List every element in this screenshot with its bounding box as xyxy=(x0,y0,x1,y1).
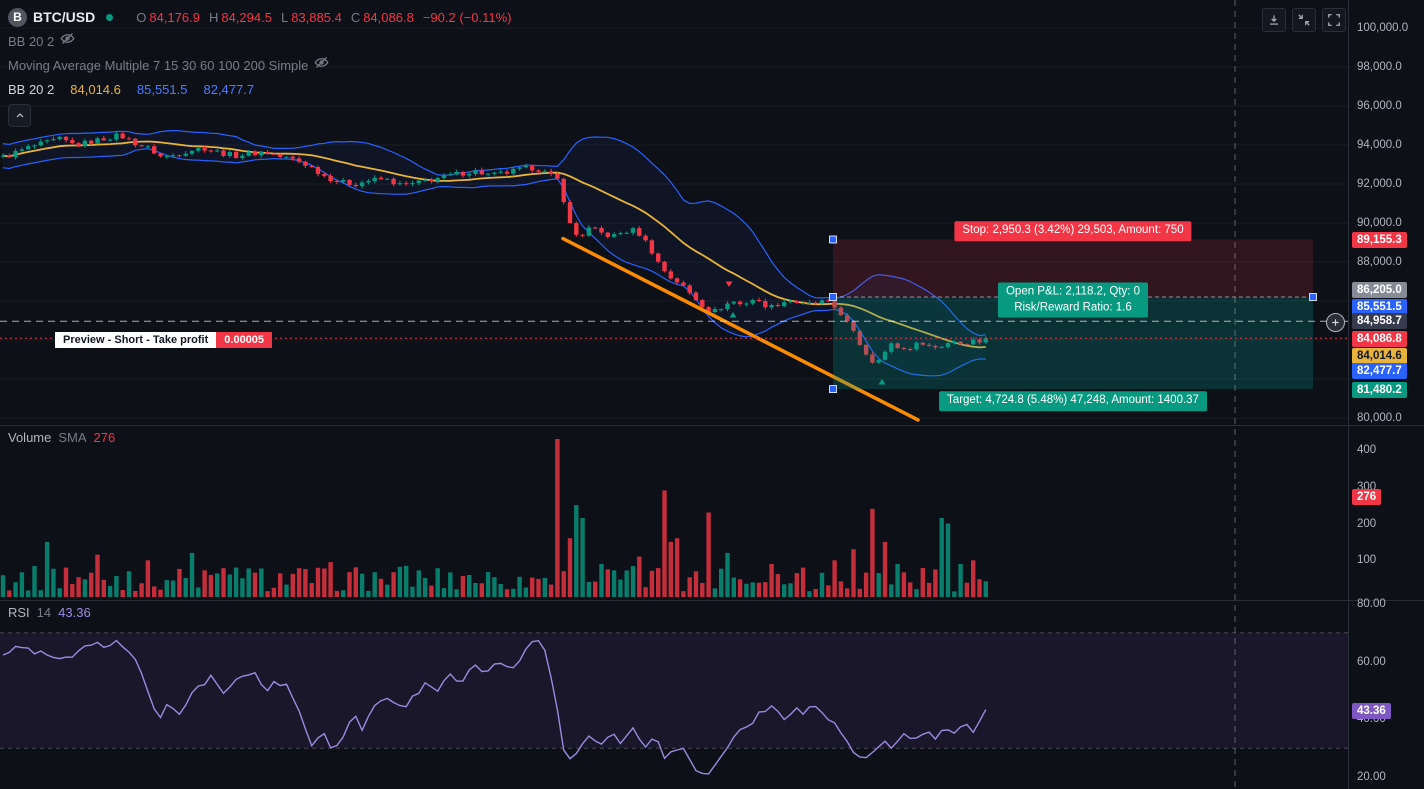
restore-size-button[interactable] xyxy=(1292,8,1316,32)
bb-upper-value: 85,551.5 xyxy=(136,81,188,97)
high-key: H xyxy=(208,9,219,25)
price-axis-label: 94,000.0 xyxy=(1357,139,1402,151)
rsi-legend[interactable]: RSI 14 43.36 xyxy=(8,605,91,620)
download-button[interactable] xyxy=(1262,8,1286,32)
volume-sma-badge: 276 xyxy=(1352,489,1382,505)
eye-off-icon[interactable] xyxy=(314,55,329,75)
bb-lower-value: 82,477.7 xyxy=(203,81,255,97)
download-icon xyxy=(1269,15,1279,25)
pnl-label[interactable]: Open P&L: 2,118.2, Qty: 0 Risk/Reward Ra… xyxy=(997,282,1149,318)
high-value: 84,294.5 xyxy=(221,9,272,25)
chevron-up-icon xyxy=(16,112,23,117)
volume-series xyxy=(0,439,988,598)
volume-axis-label: 100 xyxy=(1357,554,1377,566)
volume-sma-label: SMA xyxy=(58,430,87,445)
bb-upper-line[interactable] xyxy=(2,129,986,337)
close-value: 84,086.8 xyxy=(363,9,414,25)
rsi-value: 43.36 xyxy=(58,605,91,620)
volume-legend[interactable]: Volume SMA 276 xyxy=(8,430,115,445)
collapse-legend-button[interactable] xyxy=(8,104,31,127)
position-drag-handle[interactable] xyxy=(829,235,837,244)
indicator-row-ma-hidden[interactable]: Moving Average Multiple 7 15 30 60 100 2… xyxy=(8,54,511,76)
pnl-line1: Open P&L: 2,118.2, Qty: 0 xyxy=(1005,285,1141,298)
open-key: O xyxy=(136,9,147,25)
market-status-dot xyxy=(106,13,114,21)
price-axis-label: 96,000.0 xyxy=(1357,100,1402,112)
target-label[interactable]: Target: 4,724.8 (5.48%) 47,248, Amount: … xyxy=(939,391,1207,411)
down-arrow-marker-icon xyxy=(725,281,733,287)
symbol-title[interactable]: BTC/USD xyxy=(33,9,96,25)
up-arrow-marker-icon xyxy=(729,312,737,318)
last-price-badge: 84,086.8 xyxy=(1352,331,1407,347)
btc-logo-icon: B xyxy=(8,7,27,27)
fullscreen-button[interactable] xyxy=(1322,8,1346,32)
preview-value: 0.00005 xyxy=(216,332,273,348)
bb-fill xyxy=(3,130,986,376)
price-axis-label: 98,000.0 xyxy=(1357,61,1402,73)
chart-toolbar xyxy=(1262,8,1346,32)
fullscreen-icon xyxy=(1328,14,1340,26)
price-axis-label: 100,000.0 xyxy=(1357,22,1409,34)
restore-size-icon xyxy=(1298,14,1310,26)
stop-label[interactable]: Stop: 2,950.3 (3.42%) 29,503, Amount: 75… xyxy=(954,221,1192,241)
indicator-label: BB 20 2 xyxy=(8,33,55,49)
position-drag-handle[interactable] xyxy=(829,385,837,394)
open-value: 84,176.9 xyxy=(149,9,200,25)
volume-sma-value: 276 xyxy=(93,430,116,445)
rsi-band xyxy=(0,632,1348,749)
symbol-row: B BTC/USD O 84,176.9 H 84,294.5 L 83,885.4 … xyxy=(8,6,511,28)
position-drag-handle[interactable] xyxy=(1309,293,1317,301)
rsi-value-badge: 43.36 xyxy=(1352,703,1391,719)
price-axis[interactable]: 100,000.0 98,000.0 96,000.0 94,000.0 92,000.… xyxy=(1348,0,1424,789)
volume-axis-label: 200 xyxy=(1357,518,1377,530)
add-alert-plus-button[interactable] xyxy=(1326,313,1345,332)
price-axis-label: 88,000.0 xyxy=(1357,256,1402,268)
bb-label: BB 20 2 xyxy=(8,81,55,97)
plus-icon xyxy=(1332,319,1339,326)
rsi-axis-label: 20.00 xyxy=(1357,771,1386,783)
trend-line-drawing[interactable] xyxy=(561,236,920,422)
position-drag-handle[interactable] xyxy=(829,293,837,301)
rsi-line[interactable] xyxy=(2,639,987,775)
low-value: 83,885.4 xyxy=(291,9,342,25)
chart-legend: B BTC/USD O 84,176.9 H 84,294.5 L 83,885.4 … xyxy=(8,6,511,127)
entry-price-badge: 86,205.0 xyxy=(1352,282,1407,298)
stop-price-badge: 89,155.3 xyxy=(1352,232,1407,248)
change-value: −90.2 (−0.11%) xyxy=(422,9,512,25)
rsi-axis-label: 60.00 xyxy=(1357,656,1386,668)
indicator-row-bb-hidden[interactable]: BB 20 2 xyxy=(8,30,511,52)
indicator-row-bb[interactable]: BB 20 2 84,014.6 85,551.5 82,477.7 xyxy=(8,78,511,100)
low-key: L xyxy=(280,9,289,25)
preview-take-profit-tag[interactable]: Preview - Short - Take profit 0.00005 xyxy=(55,332,273,348)
rsi-axis-label: 80.00 xyxy=(1357,598,1386,610)
price-axis-label: 92,000.0 xyxy=(1357,178,1402,190)
volume-title: Volume xyxy=(8,430,52,445)
close-key: C xyxy=(350,9,361,25)
rsi-period: 14 xyxy=(36,605,52,620)
price-axis-label: 80,000.0 xyxy=(1357,412,1402,424)
bb-basis-badge: 84,014.6 xyxy=(1352,348,1407,364)
volume-axis-label: 400 xyxy=(1357,444,1377,456)
bb-upper-badge: 85,551.5 xyxy=(1352,299,1407,315)
bb-lower-badge: 82,477.7 xyxy=(1352,363,1407,379)
ohlc-values: O 84,176.9 H 84,294.5 L 83,885.4 C 84,086.8 … xyxy=(130,10,511,25)
candlestick-series xyxy=(0,131,988,364)
crosshair-price-badge: 84,958.7 xyxy=(1352,313,1407,329)
bb-basis-value: 84,014.6 xyxy=(70,81,121,97)
pnl-line2: Risk/Reward Ratio: 1.6 xyxy=(1014,301,1132,313)
eye-off-icon[interactable] xyxy=(60,31,75,51)
up-arrow-marker-icon xyxy=(878,379,886,385)
preview-label: Preview - Short - Take profit xyxy=(55,332,217,348)
target-price-badge: 81,480.2 xyxy=(1352,382,1407,398)
rsi-title: RSI xyxy=(8,605,30,620)
indicator-label: Moving Average Multiple 7 15 30 60 100 2… xyxy=(8,57,309,73)
price-axis-label: 90,000.0 xyxy=(1357,217,1402,229)
